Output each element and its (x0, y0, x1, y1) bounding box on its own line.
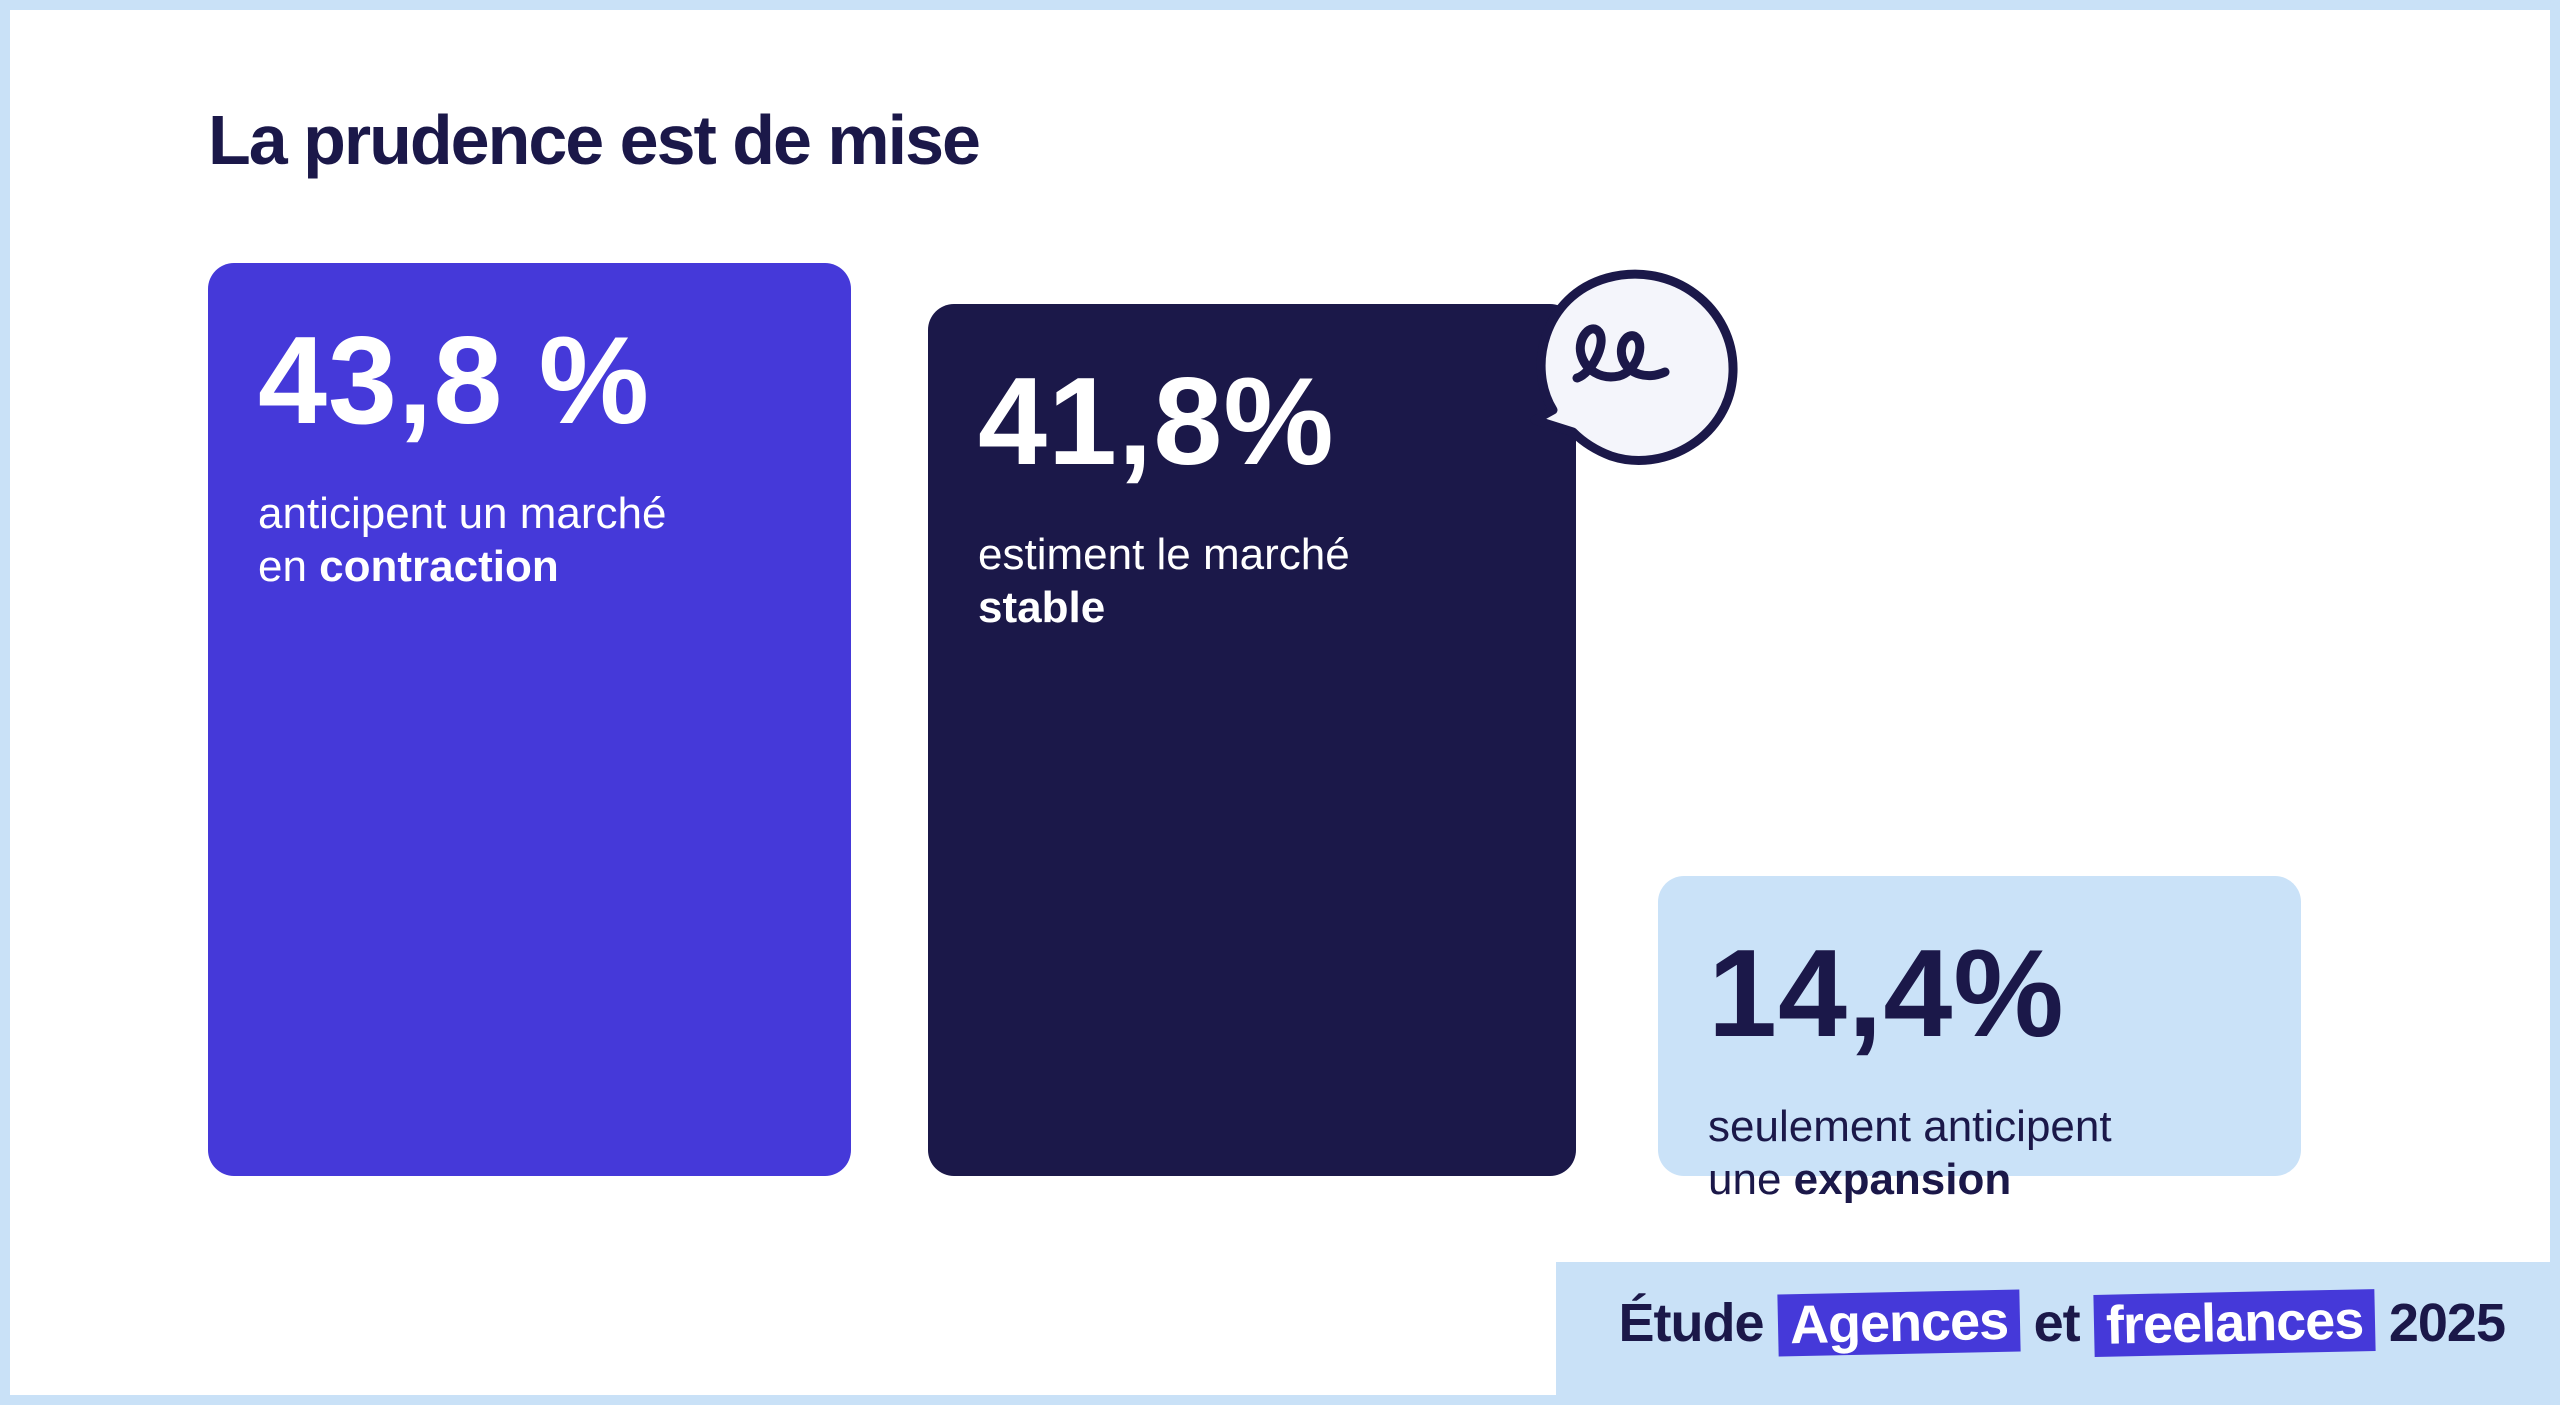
bar-contraction: 43,8 % anticipent un marché en contracti… (208, 262, 851, 1176)
footer-banner: Étude Agences et freelances 2025 (1556, 1262, 2550, 1395)
data-label-expansion: 14,4% (1708, 924, 2065, 1063)
highlight-agences: Agences (1776, 1289, 2021, 1357)
page-title: La prudence est de mise (208, 101, 981, 179)
description-stable: estiment le marché stable (978, 530, 1350, 633)
slide: La prudence est de mise 43,8 % anticipen… (10, 10, 2550, 1395)
highlight-freelances: freelances (2093, 1289, 2376, 1357)
bar-expansion: 14,4% seulement anticipent une expansion (1658, 875, 2301, 1204)
bar-stable: 41,8% estiment le marché stable (928, 304, 1576, 1176)
description-expansion: seulement anticipent une expansion (1708, 1101, 2112, 1204)
data-label-stable: 41,8% (978, 353, 1335, 492)
study-label: Étude Agences et freelances 2025 (1618, 1289, 2506, 1357)
description-contraction: anticipent un marché en contraction (258, 488, 667, 591)
speech-bubble-logo-icon (1530, 269, 1738, 465)
data-label-contraction: 43,8 % (258, 311, 651, 450)
